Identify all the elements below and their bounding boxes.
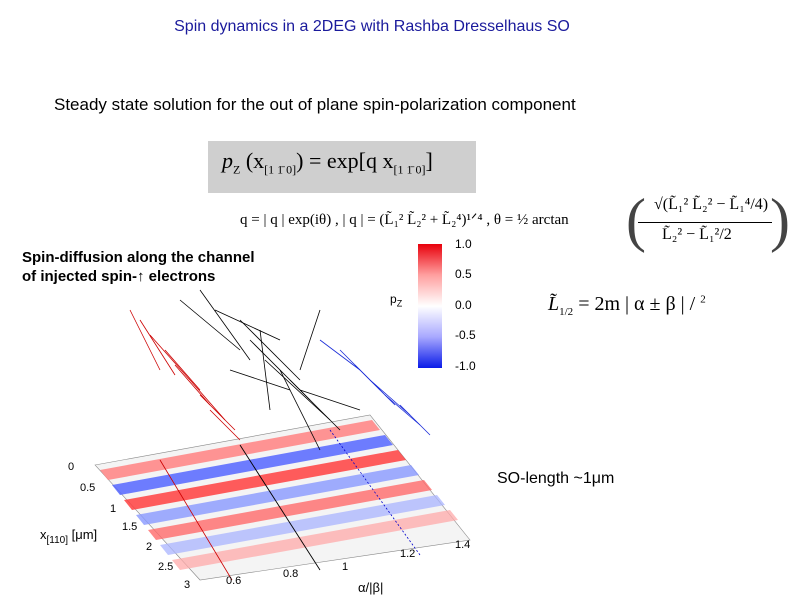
black-trace-line xyxy=(239,444,321,571)
spin-label-line2: of injected spin-↑ electrons xyxy=(22,267,255,286)
colorbar-tick: 0.0 xyxy=(455,298,472,312)
pz-symbol: p xyxy=(222,148,233,173)
colorbar-tick: 1.0 xyxy=(455,237,472,251)
pz-label-sub: Z xyxy=(396,298,403,309)
length-sub: 1/2 xyxy=(559,306,574,318)
blue-spin-vectors xyxy=(319,339,431,436)
y-axis-tick: 0.6 xyxy=(226,575,241,587)
x-axis-tick: 0.5 xyxy=(80,482,95,494)
q-definition: q = | q | exp(iθ) , | q | = (L̃₁² L̃₂² +… xyxy=(240,212,569,228)
formula-end: ] xyxy=(425,148,433,173)
right-paren: ) xyxy=(770,187,790,253)
x-axis-tick: 1.5 xyxy=(122,521,137,533)
y-axis-tick: 0.8 xyxy=(283,568,298,580)
length-symbol: L̃ xyxy=(548,293,560,315)
red-trace-line xyxy=(159,459,233,581)
formula-rhs-sub: [1 1̄ 0] xyxy=(393,162,426,177)
pz-colorbar xyxy=(418,244,442,368)
up-arrow-icon: ↑ xyxy=(137,268,145,285)
y-axis-tick: 1.4 xyxy=(455,539,470,551)
length-sup: 2 xyxy=(700,293,706,306)
slide-subtitle: Steady state solution for the out of pla… xyxy=(54,95,576,114)
spin-label-pre: of injected spin- xyxy=(22,268,138,285)
spin-label-line1: Spin-diffusion along the channel xyxy=(22,249,255,266)
x-axis-tick: 3 xyxy=(184,579,190,591)
colorbar-label: pZ xyxy=(390,292,402,308)
colorbar-tick: -0.5 xyxy=(455,328,476,342)
spin-surface-plot: 0 0.5 1 1.5 2 2.5 3 x[110] [μm] 0.6 0.8 … xyxy=(40,289,471,595)
x-axis-tick: 1 xyxy=(110,503,116,515)
x-axis-title-main: x xyxy=(40,527,47,542)
x-axis-title: x[110] [μm] xyxy=(40,527,97,546)
blue-trace-line xyxy=(329,429,421,556)
colorbar-tick: -1.0 xyxy=(455,359,476,373)
steady-state-formula: pZ (x[1 1̄ 0]) = exp[q x[1 1̄ 0]] xyxy=(222,148,433,177)
surface-stripes xyxy=(100,420,458,570)
x-axis-tick: 2 xyxy=(146,541,152,553)
pz-label-text: p xyxy=(390,292,397,306)
arctan-numerator: √(L̃₁² L̃₂² − L̃₁⁴/4) xyxy=(654,196,769,213)
x-axis-title-sub: [110] xyxy=(47,535,69,546)
arctan-fraction: ( √(L̃₁² L̃₂² − L̃₁⁴/4) L̃₂² − L̃₁²/2 ) xyxy=(626,190,790,260)
black-spin-vectors xyxy=(179,289,361,451)
y-axis-tick: 1.2 xyxy=(400,548,415,560)
y-axis-tick: 1 xyxy=(342,561,348,573)
x-axis-tick: 0 xyxy=(68,461,74,473)
x-axis-title-unit: [μm] xyxy=(68,527,97,542)
so-length-label: SO-length ~1μm xyxy=(497,470,615,487)
slide-title: Spin dynamics in a 2DEG with Rashba Dres… xyxy=(174,18,570,35)
spin-label-post: electrons xyxy=(144,268,216,285)
x-axis-tick: 2.5 xyxy=(158,561,173,573)
red-spin-vectors xyxy=(129,309,241,441)
y-axis-title: α/|β| xyxy=(358,580,383,595)
steady-state-formula-box xyxy=(208,141,476,193)
so-length-formula: L̃1/2 = 2m | α ± β | / 2 xyxy=(548,293,706,318)
arctan-denominator: L̃₂² − L̃₁²/2 xyxy=(662,226,732,243)
formula-arg: (x xyxy=(245,148,265,173)
fraction-line xyxy=(638,222,772,223)
left-paren: ( xyxy=(626,187,646,253)
length-rhs: = 2m | α ± β | / xyxy=(573,293,701,315)
pz-sub: Z xyxy=(233,162,241,177)
spin-diffusion-label: Spin-diffusion along the channel of inje… xyxy=(22,248,255,286)
formula-arg-sub: [1 1̄ 0] xyxy=(264,162,297,177)
colorbar-tick: 0.5 xyxy=(455,267,472,281)
formula-rhs: ) = exp[q x xyxy=(296,148,394,173)
